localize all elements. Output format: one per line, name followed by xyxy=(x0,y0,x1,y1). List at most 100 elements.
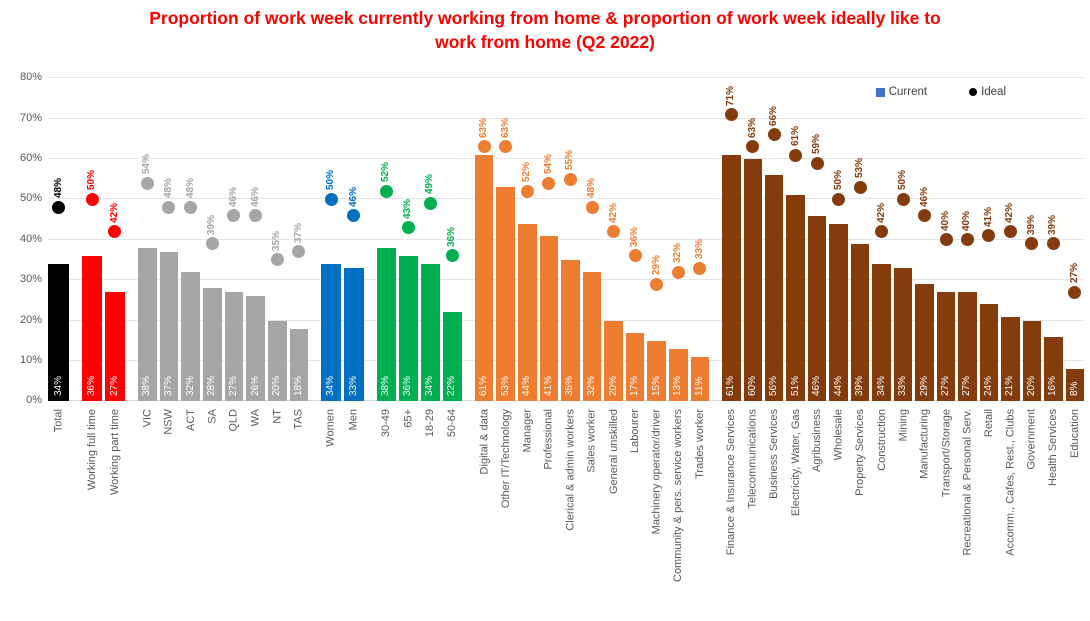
category-label: Professional xyxy=(542,409,555,470)
category-label: Health Services xyxy=(1047,409,1060,487)
ideal-value-label: 33% xyxy=(693,239,705,260)
bars-row: 34% 48% Total 36% 50% Working full time 27% 42%… xyxy=(48,78,1085,582)
current-value-label: 61% xyxy=(478,376,490,397)
category-label: Other IT/Technology xyxy=(499,409,512,509)
ideal-dot xyxy=(401,221,415,235)
group-employment: 36% 50% Working full time 27% 42% Working par… xyxy=(82,78,125,495)
current-value-label: 53% xyxy=(499,376,511,397)
current-bar xyxy=(850,243,870,402)
bar-slot: 26% 46% WA xyxy=(246,78,265,427)
ideal-dot xyxy=(563,172,577,186)
current-bar xyxy=(518,223,537,402)
ideal-value-label: 39% xyxy=(1025,214,1037,235)
gridline xyxy=(48,198,1084,200)
ideal-dot xyxy=(1003,225,1017,239)
ideal-dot xyxy=(960,233,974,247)
current-value-label: 44% xyxy=(832,376,844,397)
bar-slot: 36% 43% 65+ xyxy=(398,78,418,428)
ideal-value-label: 66% xyxy=(768,105,780,126)
bar-slot: 24% 41% Retail xyxy=(979,78,999,437)
current-value-label: 27% xyxy=(108,376,120,397)
current-bar xyxy=(936,292,956,402)
gridline xyxy=(48,238,1084,240)
ideal-dot xyxy=(832,192,846,206)
bar-slot: 46% 59% Agribusiness xyxy=(807,78,827,472)
legend: Current Ideal xyxy=(875,86,1006,98)
ideal-dot xyxy=(205,237,219,251)
bar-slot: 27% 46% QLD xyxy=(224,78,244,432)
ideal-dot xyxy=(1068,285,1082,299)
ideal-value-label: 29% xyxy=(650,255,662,276)
ideal-value-label: 50% xyxy=(86,170,98,191)
ideal-dot xyxy=(140,176,154,190)
current-bar xyxy=(647,340,666,402)
ideal-value-label: 40% xyxy=(940,210,951,231)
current-bar xyxy=(289,328,309,402)
ideal-value-label: 32% xyxy=(672,243,684,264)
ideal-dot xyxy=(227,209,241,223)
current-value-label: 20% xyxy=(607,376,619,397)
current-bar xyxy=(829,223,848,402)
category-label: Property Services xyxy=(854,409,867,497)
category-label: NT xyxy=(271,409,284,424)
ideal-dot xyxy=(445,249,459,263)
ideal-value-label: 41% xyxy=(982,206,994,227)
current-bar xyxy=(267,320,287,402)
ideal-value-label: 71% xyxy=(725,85,737,106)
ideal-dot xyxy=(650,277,664,291)
bar-slot: 34% 42% Construction xyxy=(872,78,891,471)
bar-slot: 18% 37% TAS xyxy=(289,78,309,430)
category-label: Digital & data xyxy=(478,409,491,475)
bar-slot: 38% 54% VIC xyxy=(137,78,157,428)
current-bar xyxy=(743,159,763,402)
current-bar xyxy=(442,312,462,402)
y-axis-tick: 10% xyxy=(19,353,42,366)
current-value-label: 34% xyxy=(875,376,887,397)
category-label: Business Services xyxy=(768,409,781,500)
current-value-label: 36% xyxy=(402,376,414,397)
bar-slot: 35% 55% Clerical & admin workers xyxy=(561,78,580,531)
ideal-dot xyxy=(1025,237,1039,251)
current-value-label: 17% xyxy=(629,376,641,397)
current-value-label: 13% xyxy=(672,376,684,397)
current-value-label: 34% xyxy=(52,376,64,397)
ideal-value-label: 52% xyxy=(380,162,392,183)
gridline xyxy=(48,117,1084,119)
current-value-label: 38% xyxy=(141,376,153,397)
ideal-dot xyxy=(423,196,437,210)
ideal-dot xyxy=(693,261,707,275)
ideal-value-label: 48% xyxy=(184,178,196,199)
current-square-icon xyxy=(875,87,885,97)
ideal-value-label: 48% xyxy=(162,178,174,199)
bar-slot: 33% 46% Men xyxy=(343,78,364,431)
ideal-dot xyxy=(162,200,176,214)
ideal-value-label: 43% xyxy=(402,198,414,219)
category-label: Sales worker xyxy=(586,409,598,473)
ideal-dot xyxy=(292,245,306,259)
ideal-dot xyxy=(379,184,393,198)
current-value-label: 37% xyxy=(162,376,174,397)
ideal-value-label: 42% xyxy=(1004,202,1016,223)
current-bar xyxy=(765,175,784,402)
category-label: Labourer xyxy=(629,409,642,454)
bar-slot: 44% 50% Wholesale xyxy=(829,78,848,461)
ideal-dot xyxy=(52,200,66,214)
category-label: Trades worker xyxy=(693,409,706,480)
bar-slot: 37% 48% NSW xyxy=(159,78,179,435)
y-axis-tick: 80% xyxy=(19,71,42,84)
bar-slot: 15% 29% Machinery operator/driver xyxy=(647,78,666,535)
current-bar xyxy=(420,264,440,402)
category-label: Manager xyxy=(521,409,534,453)
ideal-value-label: 55% xyxy=(564,150,576,171)
category-label: QLD xyxy=(227,409,240,432)
current-value-label: 61% xyxy=(725,376,737,397)
ideal-value-label: 46% xyxy=(918,186,930,207)
bar-slot: 51% 61% Electricity, Water, Gas xyxy=(786,78,805,516)
current-bar xyxy=(202,288,222,402)
current-value-label: 34% xyxy=(424,376,436,397)
bar-slot: 32% 48% ACT xyxy=(181,78,200,431)
y-axis-tick: 20% xyxy=(19,313,42,326)
bar-slot: 8% 27% Education xyxy=(1065,78,1085,458)
current-bar xyxy=(915,284,934,402)
ideal-value-label: 54% xyxy=(542,154,554,175)
